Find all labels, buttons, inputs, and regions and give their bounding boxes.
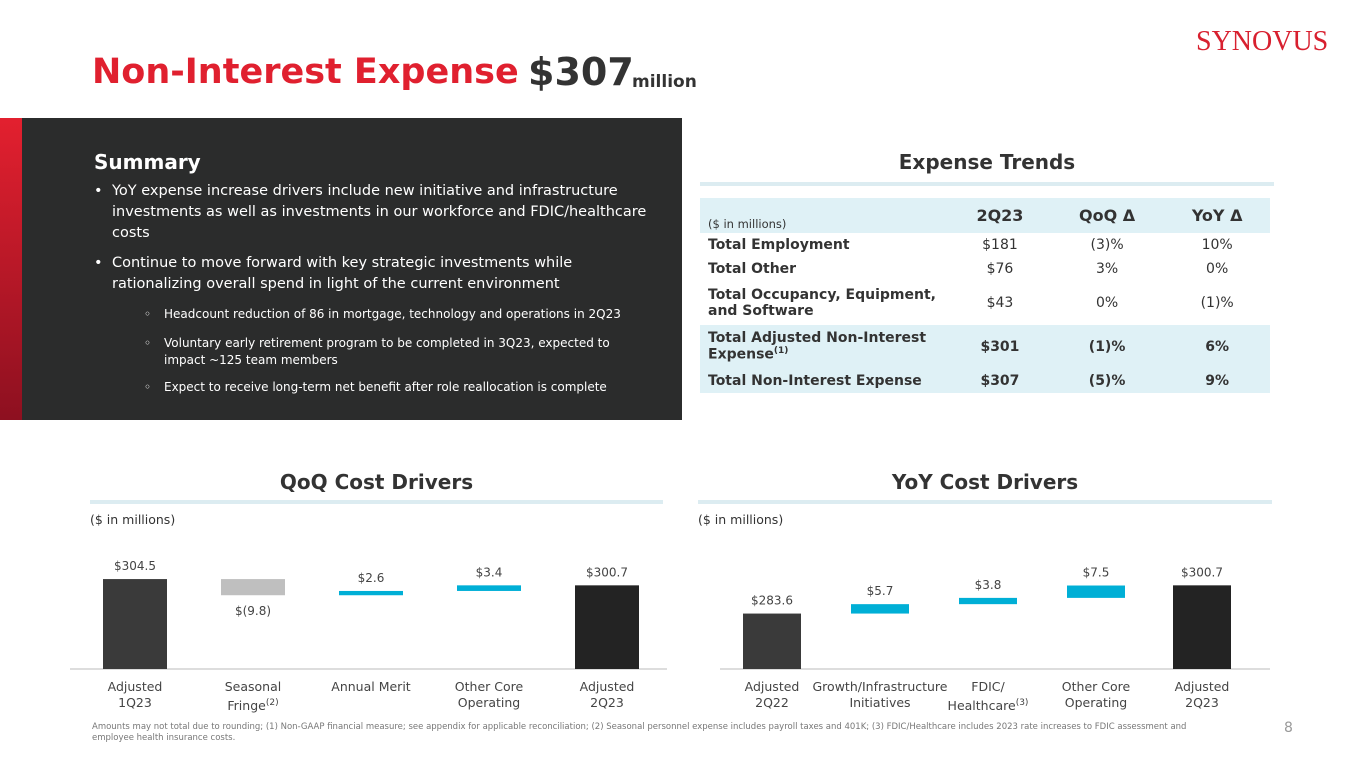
cell: (3)%	[1090, 237, 1124, 253]
category: Other Core Operating	[454, 679, 524, 710]
cell: Total Adjusted Non-Interest Expense(1)	[700, 325, 950, 368]
note: (2)	[265, 698, 279, 708]
bullet: YoY expense increase drivers include new…	[94, 181, 652, 244]
chart-title: QoQ Cost Drivers	[279, 470, 474, 494]
bar	[457, 585, 521, 591]
x-tick-label: Seasonal Fringe(2)	[178, 679, 328, 714]
category: Adjusted 2Q22	[744, 679, 800, 710]
bar	[959, 597, 1017, 605]
value-label: $283.6	[751, 594, 793, 608]
bar	[1067, 585, 1125, 598]
unit: million	[632, 72, 697, 92]
header-cell: QoQ Δ	[1049, 198, 1165, 233]
category: Adjusted 2Q23	[1174, 679, 1230, 710]
bar	[575, 585, 639, 669]
header-cell: 2Q23	[950, 198, 1050, 233]
note: (3)	[1015, 698, 1029, 708]
expense-table: ($ in millions) 2Q23 QoQ Δ YoY Δ Total E…	[700, 198, 1270, 393]
cell: 10%	[1201, 237, 1233, 253]
cell: Total Employment	[708, 237, 850, 253]
value-label: $3.8	[975, 578, 1002, 592]
amount: $307	[528, 50, 634, 94]
chart-title: YoY Cost Drivers	[891, 470, 1079, 494]
bar	[851, 604, 909, 614]
bar	[221, 579, 285, 596]
x-tick-label: Adjusted 2Q22	[697, 679, 847, 711]
sub-bullet: Voluntary early retirement program to be…	[144, 335, 654, 369]
rule	[698, 500, 1272, 504]
category: Seasonal Fringe	[224, 679, 282, 714]
value-label: $304.5	[114, 559, 156, 573]
cell: $181	[982, 237, 1018, 253]
value-label: $2.6	[358, 571, 385, 585]
cell: Total Other	[708, 261, 797, 277]
sub-bullet: Expect to receive long-term net benefit …	[144, 379, 654, 396]
x-tick-label: FDIC/ Healthcare(3)	[913, 679, 1063, 714]
table-title: Expense Trends	[898, 150, 1076, 174]
x-tick-label: Adjusted 2Q23	[532, 679, 682, 711]
cell: (1)%	[1049, 325, 1165, 368]
category: Other Core Operating	[1061, 679, 1131, 710]
header-cell: ($ in millions)	[700, 198, 950, 233]
summary-title: Summary	[94, 150, 201, 174]
accent-strip	[0, 118, 22, 420]
value-label: $7.5	[1083, 566, 1110, 580]
footnote: Amounts may not total due to rounding; (…	[92, 722, 1187, 743]
bar	[1173, 585, 1231, 669]
value-label: $3.4	[476, 565, 503, 579]
bar	[743, 613, 801, 669]
x-tick-label: Growth/Infrastructure Initiatives	[805, 679, 955, 711]
x-tick-label: Adjusted 1Q23	[60, 679, 210, 711]
cell: (5)%	[1049, 368, 1165, 393]
category: Growth/Infrastructure Initiatives	[812, 679, 948, 710]
category: Annual Merit	[331, 679, 411, 694]
value-label: $300.7	[1181, 565, 1223, 579]
cell: 3%	[1095, 261, 1119, 277]
cell-text: Total Adjusted Non-Interest Expense	[708, 330, 927, 363]
value-label: $5.7	[867, 584, 894, 598]
category: Adjusted 2Q23	[579, 679, 635, 710]
cell: Total Occupancy, Equipment, and Software	[708, 287, 936, 319]
category: Adjusted 1Q23	[107, 679, 163, 710]
bar	[103, 579, 167, 669]
cell: $301	[950, 325, 1050, 368]
rule	[90, 500, 663, 504]
cell: $76	[986, 261, 1014, 277]
title: Non-Interest Expense	[92, 52, 519, 92]
sub-bullet: Headcount reduction of 86 in mortgage, t…	[144, 306, 654, 323]
bar	[339, 590, 403, 596]
note: (1)	[773, 346, 789, 357]
header-cell: YoY Δ	[1164, 198, 1270, 233]
x-tick-label: Adjusted 2Q23	[1127, 679, 1277, 711]
x-tick-label: Annual Merit	[296, 679, 446, 695]
value-label: $(9.8)	[235, 604, 271, 618]
logo: SYNOVUS	[1196, 26, 1329, 57]
cell: 6%	[1164, 325, 1270, 368]
x-tick-label: Other Core Operating	[1021, 679, 1171, 711]
cell: $307	[950, 368, 1050, 393]
x-tick-label: Other Core Operating	[414, 679, 564, 711]
category: FDIC/ Healthcare	[947, 679, 1016, 714]
bullet: Continue to move forward with key strate…	[94, 253, 652, 295]
cell: 0%	[1095, 295, 1119, 311]
cell: (1)%	[1200, 295, 1234, 311]
chart-subtitle: ($ in millions)	[90, 512, 176, 527]
cell: Total Non-Interest Expense	[700, 368, 950, 393]
value-label: $300.7	[586, 565, 628, 579]
cell: 0%	[1206, 261, 1229, 277]
chart-subtitle: ($ in millions)	[698, 512, 784, 527]
cell: $43	[986, 295, 1014, 311]
rule	[700, 182, 1274, 186]
cell: 9%	[1164, 368, 1270, 393]
page-number: 8	[1284, 720, 1293, 736]
